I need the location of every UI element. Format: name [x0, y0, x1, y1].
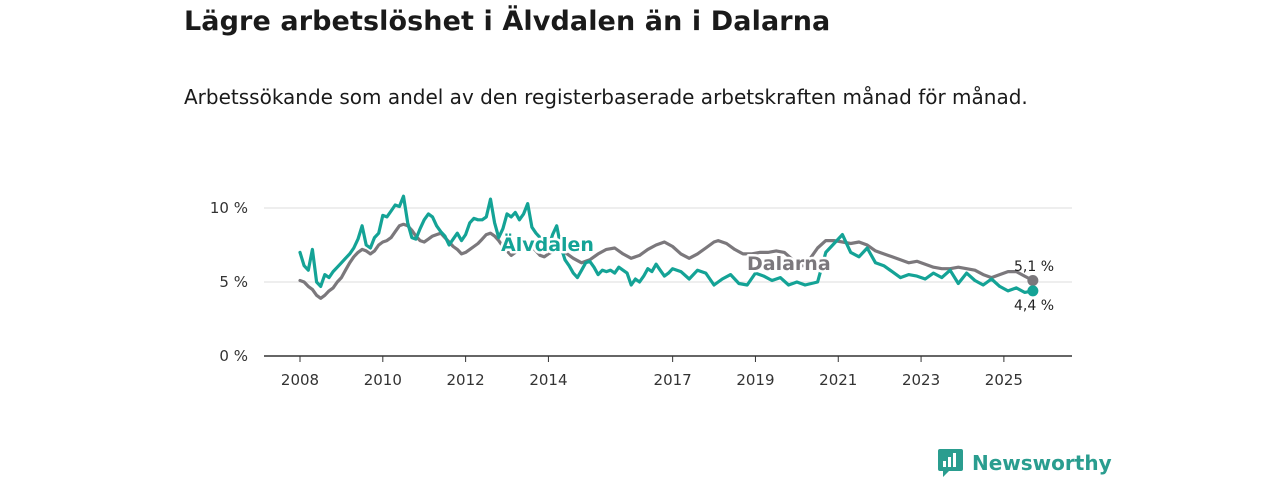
series-line-dalarna [298, 222, 1035, 300]
label-layer: Älvdalen Dalarna 5,1 % 4,4 % [499, 230, 1055, 315]
end-value-dalarna: 5,1 % [1014, 259, 1054, 275]
x-tick-label: 2021 [819, 371, 857, 389]
y-tick-label: 10 % [210, 199, 248, 217]
series-layer [298, 194, 1039, 300]
x-tick-label: 2008 [281, 371, 319, 389]
x-tick-label: 2025 [985, 371, 1023, 389]
x-tick-label: 2019 [736, 371, 774, 389]
series-label-alvdalen: Älvdalen [501, 232, 594, 256]
x-tick-label: 2012 [447, 371, 485, 389]
x-axis: 2008 2010 2012 2014 2017 2019 2021 2023 2025 [264, 355, 1072, 389]
series-line-alvdalen [298, 194, 1035, 294]
x-tick-label: 2014 [529, 371, 567, 389]
newsworthy-logo-icon [938, 449, 963, 477]
grid-layer [264, 207, 1072, 283]
x-tick-label: 2023 [902, 371, 940, 389]
end-value-alvdalen: 4,4 % [1014, 298, 1054, 314]
x-tick-label: 2017 [654, 371, 692, 389]
brand-logo: Newsworthy [937, 448, 1112, 478]
y-axis: 0 % 5 % 10 % [210, 199, 248, 365]
y-tick-label: 5 % [219, 273, 248, 291]
brand-name: Newsworthy [972, 451, 1112, 475]
chart-subtitle: Arbetssökande som andel av den registerb… [184, 85, 1028, 109]
chart-title: Lägre arbetslöshet i Älvdalen än i Dalar… [184, 6, 831, 37]
end-point-dalarna [1027, 275, 1039, 287]
x-tick-label: 2010 [364, 371, 402, 389]
end-point-alvdalen [1027, 285, 1039, 297]
series-label-dalarna: Dalarna [747, 253, 831, 275]
y-tick-label: 0 % [219, 347, 248, 365]
